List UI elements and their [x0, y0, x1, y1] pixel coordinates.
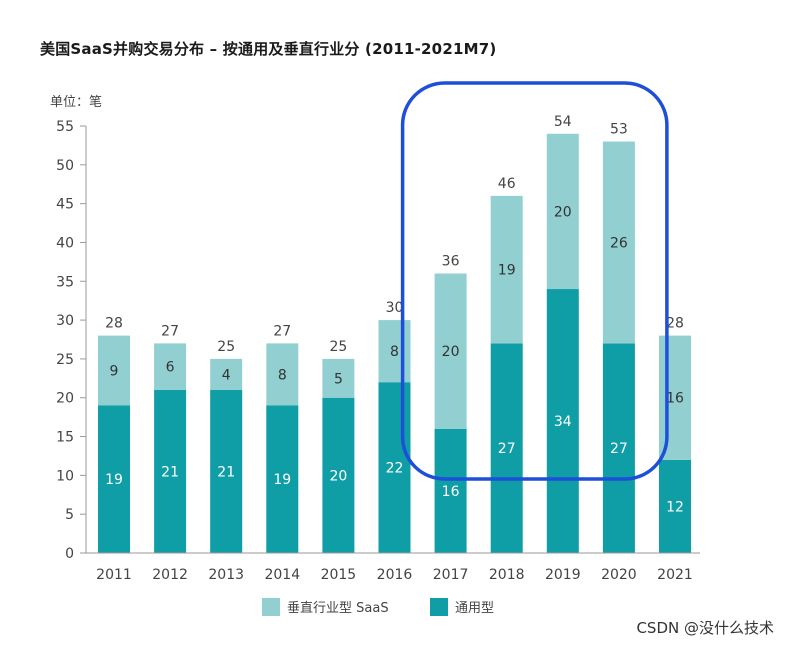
- y-tick-label: 25: [56, 352, 74, 368]
- data-label-vertical: 16: [666, 391, 684, 407]
- bar-segment-vertical: [490, 195, 523, 344]
- bar-segment-general: [98, 405, 130, 553]
- total-label: 36: [442, 254, 460, 270]
- data-label-general: 16: [442, 484, 460, 500]
- bar-segment-vertical: [98, 335, 130, 406]
- bar-segment-general: [434, 428, 467, 553]
- data-label-general: 27: [610, 441, 628, 457]
- bar-segment-vertical: [659, 335, 691, 460]
- total-label: 28: [666, 316, 684, 332]
- x-tick-label: 2019: [545, 567, 581, 583]
- x-tick-label: 2012: [152, 567, 188, 583]
- bar-segment-vertical: [602, 141, 635, 344]
- data-label-general: 27: [498, 441, 516, 457]
- data-label-vertical: 5: [334, 371, 343, 387]
- bar-segment-vertical: [210, 358, 243, 390]
- y-tick-label: 40: [56, 235, 74, 251]
- data-label-general: 12: [666, 499, 684, 515]
- bars-group: 19 9 21 6 21 4 19 8 20 5 22 8 16 20 27 19 34 20 27 26 12 16: [98, 133, 691, 553]
- data-label-general: 19: [105, 472, 123, 488]
- x-tick-label: 2018: [489, 567, 525, 583]
- y-tick-label: 30: [56, 313, 74, 329]
- data-label-general: 22: [386, 461, 404, 477]
- bar-segment-general: [546, 289, 579, 553]
- data-label-general: 20: [329, 468, 347, 484]
- legend-swatch-general: [430, 598, 448, 616]
- bar-segment-vertical: [154, 343, 187, 390]
- x-tick-label: 2016: [377, 567, 413, 583]
- bar-segment-general: [378, 382, 411, 553]
- legend-swatch-vertical: [262, 598, 280, 616]
- legend-label-vertical: 垂直行业型 SaaS: [287, 601, 389, 616]
- x-tick-label: 2014: [264, 567, 300, 583]
- y-tick-label: 55: [56, 119, 74, 135]
- unit-label: 单位：笔: [50, 94, 102, 110]
- bar-segment-general: [322, 397, 355, 553]
- y-tick-label: 15: [56, 430, 74, 446]
- total-label: 54: [554, 114, 572, 130]
- bar-segment-general: [154, 389, 187, 553]
- data-label-vertical: 6: [166, 360, 175, 376]
- chart-title: 美国SaaS并购交易分布 – 按通用及垂直行业分 (2011-2021M7): [40, 40, 497, 58]
- y-tick-label: 10: [56, 468, 74, 484]
- data-label-vertical: 8: [390, 344, 399, 360]
- data-label-vertical: 19: [498, 263, 516, 279]
- data-label-vertical: 8: [278, 367, 287, 383]
- x-tick-label: 2017: [433, 567, 469, 583]
- data-label-general: 21: [217, 464, 235, 480]
- y-tick-label: 0: [65, 546, 74, 562]
- bar-segment-vertical: [266, 343, 299, 406]
- data-label-general: 34: [554, 414, 572, 430]
- total-label: 25: [329, 339, 347, 355]
- bar-segment-vertical: [378, 320, 411, 383]
- data-label-vertical: 20: [554, 204, 572, 220]
- bar-segment-general: [602, 343, 635, 553]
- x-tick-label: 2011: [96, 567, 132, 583]
- footer-credit: CSDN @没什么技术: [636, 619, 774, 637]
- bar-segment-general: [659, 459, 691, 553]
- x-axis: 2011 2012 2013 2014 2015 2016 2017 2018 2019 2020…: [86, 552, 700, 583]
- total-label: 28: [105, 316, 123, 332]
- highlight-group: [400, 81, 669, 481]
- bar-segment-general: [210, 389, 243, 553]
- total-label: 46: [498, 176, 516, 192]
- x-tick-label: 2020: [601, 567, 637, 583]
- x-tick-label: 2021: [657, 567, 693, 583]
- legend-label-general: 通用型: [455, 601, 494, 616]
- legend: 垂直行业型 SaaS 通用型: [262, 598, 494, 616]
- data-label-general: 19: [273, 472, 291, 488]
- total-label: 30: [386, 300, 404, 316]
- data-label-general: 21: [161, 464, 179, 480]
- data-label-vertical: 20: [442, 344, 460, 360]
- highlight-box: [400, 81, 669, 481]
- y-tick-label: 35: [56, 274, 74, 290]
- y-tick-label: 20: [56, 391, 74, 407]
- x-tick-label: 2015: [321, 567, 357, 583]
- y-tick-label: 45: [56, 197, 74, 213]
- bar-segment-vertical: [546, 133, 579, 290]
- bar-segment-general: [266, 405, 299, 553]
- bar-segment-vertical: [434, 273, 467, 429]
- x-tick-label: 2013: [208, 567, 244, 583]
- total-label: 27: [161, 323, 179, 339]
- total-label: 25: [217, 339, 235, 355]
- total-label: 53: [610, 122, 628, 138]
- y-tick-label: 50: [56, 158, 74, 174]
- bar-segment-general: [490, 343, 523, 553]
- y-tick-label: 5: [65, 507, 74, 523]
- total-label: 27: [273, 323, 291, 339]
- bar-segment-vertical: [322, 358, 355, 398]
- data-label-vertical: 26: [610, 235, 628, 251]
- totals-group: 28 27 25 27 25 30 36 46 54 53 28: [105, 114, 684, 355]
- y-axis: 0 5 10 15 20 25 30 35 40 45 50 55: [56, 119, 87, 562]
- data-label-vertical: 4: [222, 367, 231, 383]
- data-label-vertical: 9: [110, 364, 119, 380]
